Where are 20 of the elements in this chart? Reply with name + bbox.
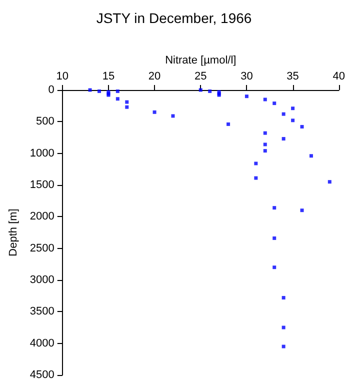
x-tick-label: 25 bbox=[194, 70, 207, 82]
chart-title: JSTY in December, 1966 bbox=[96, 10, 252, 26]
x-tick-label: 40 bbox=[332, 70, 346, 82]
x-tick-label: 10 bbox=[56, 70, 68, 82]
y-axis-title: Depth [m] bbox=[8, 208, 20, 256]
y-tick-label: 1000 bbox=[30, 147, 54, 160]
x-tick-label: 30 bbox=[240, 70, 253, 82]
x-axis-title: Nitrate [µmol/l] bbox=[165, 54, 236, 67]
y-tick-label: 3000 bbox=[30, 274, 54, 286]
y-tick-label: 3500 bbox=[30, 306, 54, 318]
y-tick-label: 2000 bbox=[30, 210, 54, 223]
y-tick-label: 500 bbox=[36, 116, 54, 128]
y-tick-label: 4000 bbox=[30, 337, 54, 350]
y-tick-label: 4500 bbox=[30, 369, 54, 381]
y-tick-label: 0 bbox=[48, 84, 54, 96]
x-tick-label: 20 bbox=[148, 70, 161, 82]
x-tick-label: 35 bbox=[286, 70, 299, 82]
y-tick-label: 2500 bbox=[30, 242, 54, 254]
x-tick-label: 15 bbox=[102, 70, 115, 82]
y-tick-label: 1500 bbox=[30, 179, 54, 191]
